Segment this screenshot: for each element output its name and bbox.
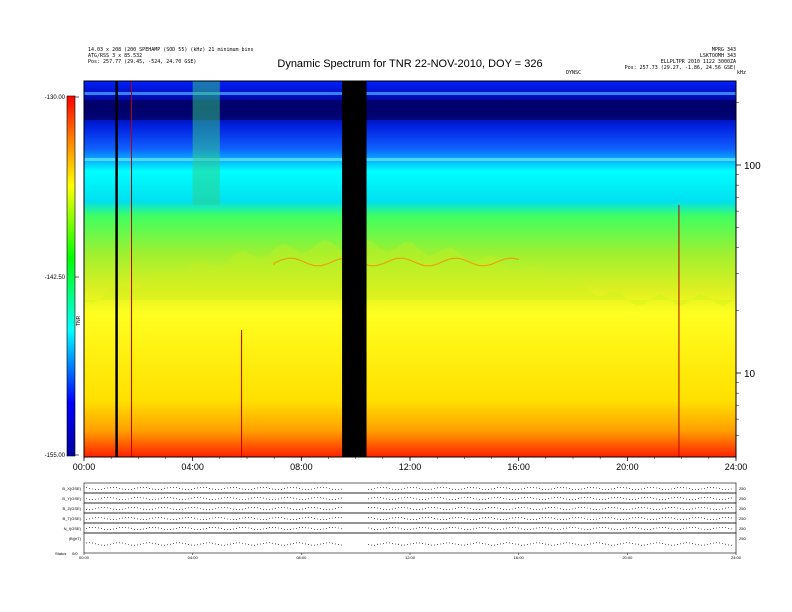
status-label: Status <box>55 551 66 556</box>
header-info-left: 14.03 x 208 (200 SPEHAMP (SOD 55) (kHz) … <box>88 47 254 65</box>
panel-trace <box>86 517 732 520</box>
x-tick-label: 00:00 <box>73 462 96 472</box>
panel-label: N_I(GSE) <box>64 526 82 531</box>
spectrogram-plasma-line <box>273 257 519 267</box>
data-gap <box>342 81 367 457</box>
panel-label: |B|(nT) <box>69 536 82 541</box>
spectrogram-top-strip <box>84 92 736 95</box>
y-tick-label: 100 <box>744 161 761 172</box>
panel-label: B_Z(GSE) <box>63 506 82 511</box>
status-value: 0/0 <box>72 551 78 556</box>
panel-trace <box>86 497 732 500</box>
header-small-label: DYNSC <box>566 70 582 76</box>
x-tick-label: 04:00 <box>181 462 204 472</box>
colorbar-ticks: -130.00 -142.50 -155.00 <box>45 95 79 459</box>
panel-right-label: 250 <box>739 536 746 541</box>
colorbar <box>66 95 76 457</box>
header-unit-label: kHz <box>737 70 747 76</box>
colorbar-label: TNR <box>76 315 82 326</box>
x-tick-label: 24:00 <box>725 462 748 472</box>
spectrogram-bands <box>84 81 736 306</box>
header-info-right: MPRG 343 LSKTOOMH 343 ELLPLTPR 2010 1122… <box>625 47 736 71</box>
stacked-panels: B_X(GSE) 250 B_Y(GSE) 250 B_Z(GSE) 250 B_T(GSE… <box>55 482 746 560</box>
panel-trace <box>86 527 732 530</box>
panel-trace <box>86 542 732 546</box>
header-right-line3: ELLPLTPR 2010 1122 3000ZA <box>660 59 736 65</box>
spectrogram-marks <box>115 81 680 457</box>
panel-frame <box>83 492 737 504</box>
header-right-line4: Pos: 257.73 (29.27, -1.86, 24.56 GSE) <box>624 65 736 71</box>
header-right-line2: LSKTOOMH 343 <box>699 53 736 59</box>
x-tick-label: 20:00 <box>616 462 639 472</box>
header-left-line1: 14.03 x 208 (200 SPEHAMP (SOD 55) (kHz) … <box>88 47 254 53</box>
panel-label: B_T(GSE) <box>63 516 82 521</box>
panel-label: B_Y(GSE) <box>62 496 81 501</box>
x-axis: 00:00 04:00 08:00 12:00 16:00 20:00 24:00 <box>73 457 748 472</box>
panel-right-label: 250 <box>739 486 746 491</box>
panel-right-label: 250 <box>739 526 746 531</box>
y-axis: 100 10 <box>736 102 761 436</box>
panel-trace <box>86 507 732 510</box>
panel-right-label: 250 <box>739 516 746 521</box>
panel-right-label: 250 <box>739 496 746 501</box>
panel-x-tick-label: 20:00 <box>622 555 633 560</box>
panel-trace <box>86 487 732 490</box>
panel-x-tick-label: 12:00 <box>405 555 416 560</box>
spectrogram-burst-region <box>192 81 220 205</box>
header-right-line1: MPRG 343 <box>711 47 736 53</box>
panel-x-tick-label: 16:00 <box>514 555 525 560</box>
panel-x-tick-label: 08:00 <box>296 555 307 560</box>
y-tick-label: 10 <box>744 369 756 380</box>
colorbar-tick-label: -142.50 <box>45 275 66 281</box>
header-left-line3: Pos: 257.77 (29.45, -524, 24.70 GSE) <box>88 59 197 65</box>
panel-x-tick-label: 00:00 <box>79 555 90 560</box>
spectrogram-area <box>84 81 736 457</box>
panel-frame <box>83 512 737 524</box>
spectrogram-dark-band <box>84 100 736 120</box>
panel-right-label: 250 <box>739 506 746 511</box>
panel-x-tick-label: 24:00 <box>731 555 742 560</box>
x-tick-label: 16:00 <box>507 462 530 472</box>
colorbar-tick-label: -130.00 <box>45 95 66 101</box>
spectrogram-cyan-line <box>84 158 736 161</box>
panel-frame <box>83 482 737 494</box>
header-left-line2: ATG/RSS 3 x 85.532 <box>88 53 143 59</box>
panel-x-tick-label: 04:00 <box>188 555 199 560</box>
chart-title: Dynamic Spectrum for TNR 22-NOV-2010, DO… <box>277 58 543 70</box>
panel-label: B_X(GSE) <box>62 486 81 491</box>
x-tick-label: 12:00 <box>399 462 422 472</box>
panel-frame <box>83 502 737 514</box>
spectrogram-emission-band <box>84 239 736 306</box>
panel-frame <box>83 532 737 554</box>
colorbar-tick-label: -155.00 <box>45 453 66 459</box>
x-tick-label: 08:00 <box>290 462 313 472</box>
